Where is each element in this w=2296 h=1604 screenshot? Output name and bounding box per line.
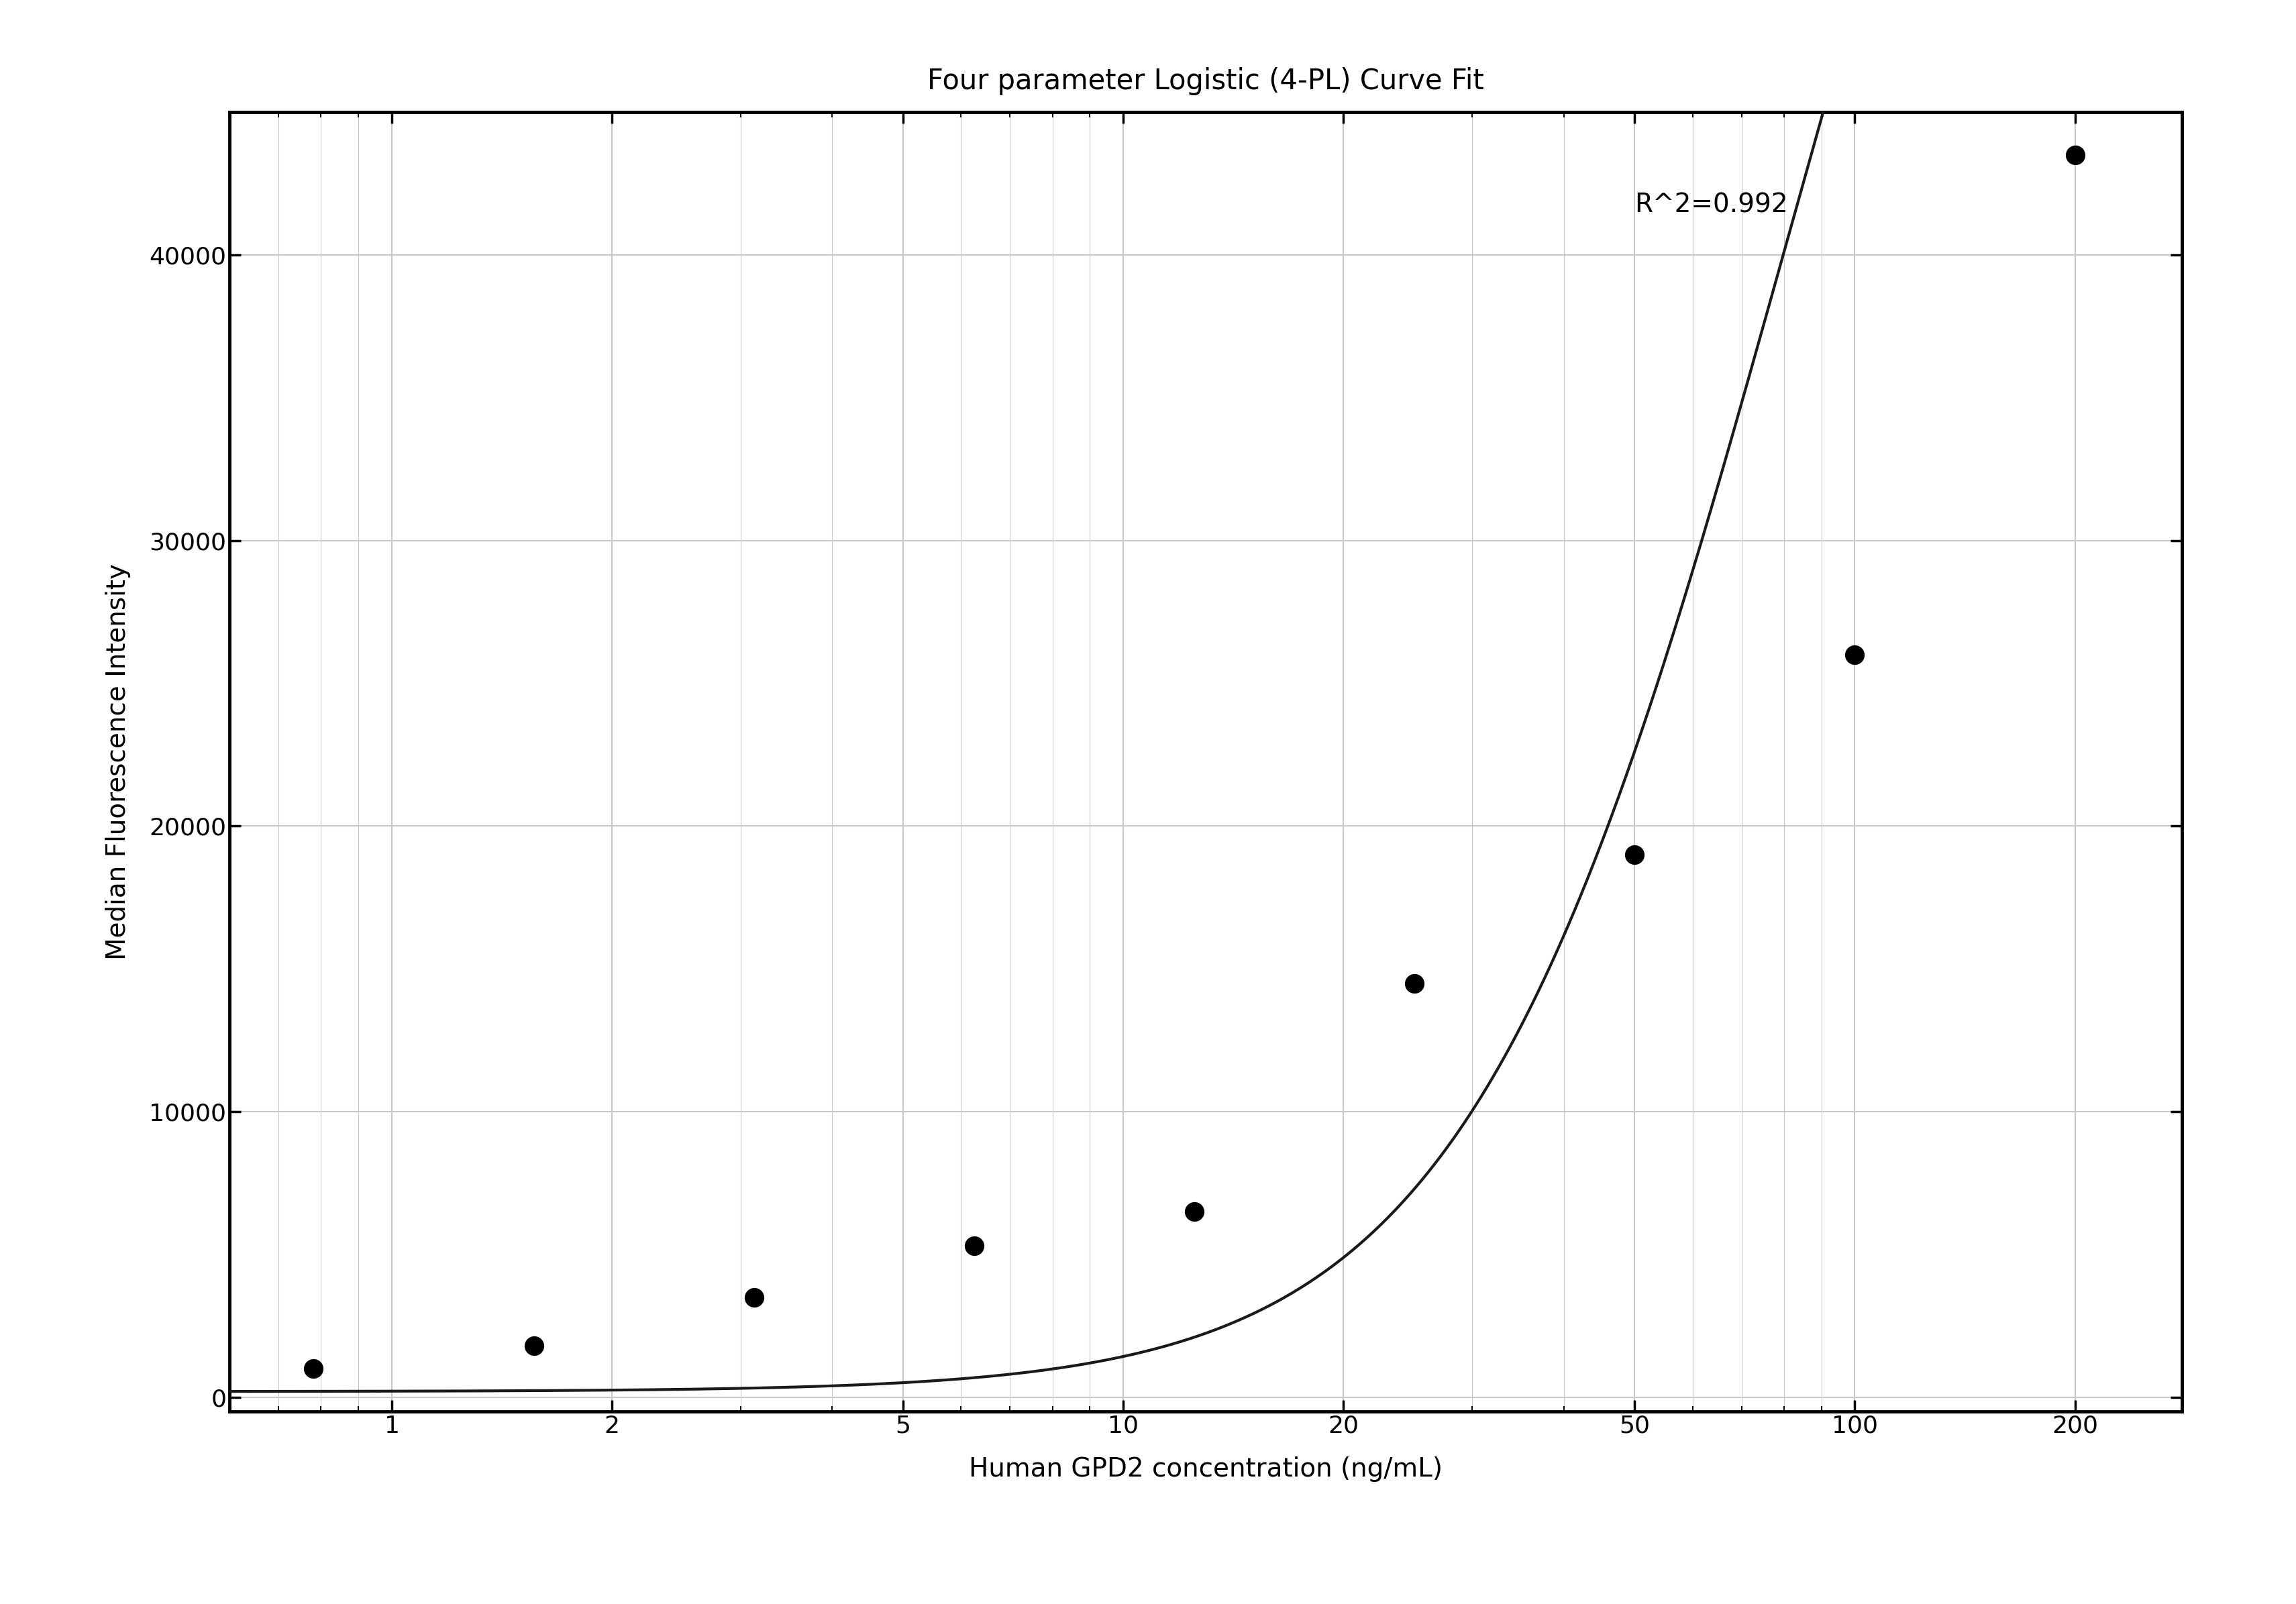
Point xyxy=(1396,970,1433,996)
X-axis label: Human GPD2 concentration (ng/mL): Human GPD2 concentration (ng/mL) xyxy=(969,1456,1442,1482)
Point xyxy=(2055,143,2092,168)
Title: Four parameter Logistic (4-PL) Curve Fit: Four parameter Logistic (4-PL) Curve Fit xyxy=(928,67,1483,95)
Point xyxy=(1176,1198,1212,1224)
Text: R^2=0.992: R^2=0.992 xyxy=(1635,192,1789,218)
Point xyxy=(735,1285,771,1310)
Point xyxy=(1837,642,1874,667)
Y-axis label: Median Fluorescence Intensity: Median Fluorescence Intensity xyxy=(106,563,131,961)
Point xyxy=(1616,842,1653,868)
Point xyxy=(955,1233,992,1259)
Point xyxy=(294,1355,331,1381)
Point xyxy=(514,1333,551,1359)
